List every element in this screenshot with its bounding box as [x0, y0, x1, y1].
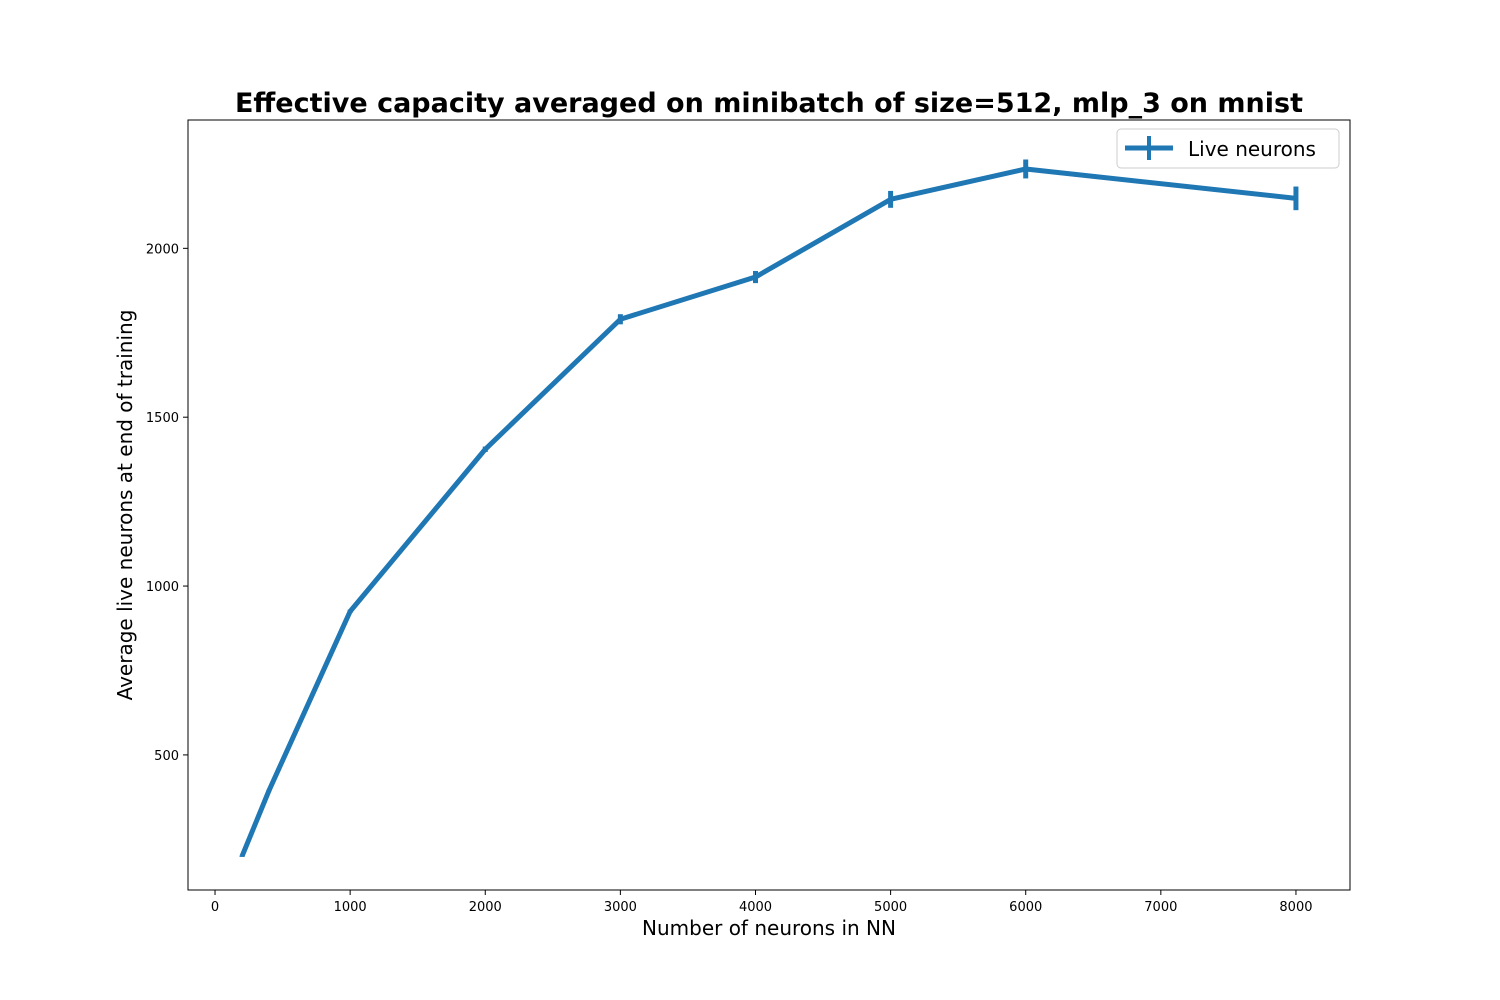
series-line — [239, 166, 1297, 858]
x-tick-label: 6000 — [1009, 900, 1042, 915]
x-tick-label: 5000 — [874, 900, 907, 915]
y-tick-label: 500 — [154, 749, 179, 764]
y-tick-label: 1500 — [146, 411, 179, 426]
y-tick-label: 1000 — [146, 580, 179, 595]
x-tick-label: 1000 — [334, 900, 367, 915]
x-tick-label: 3000 — [604, 900, 637, 915]
x-tick-label: 2000 — [469, 900, 502, 915]
legend: Live neurons — [1116, 128, 1340, 169]
x-axis: 0 1000 2000 3000 4000 5000 6000 7000 8000 — [211, 890, 1313, 915]
x-tick-label: 0 — [211, 900, 219, 915]
plot-area — [239, 159, 1299, 858]
x-tick-label: 7000 — [1144, 900, 1177, 915]
x-tick-label: 4000 — [739, 900, 772, 915]
chart-title: Effective capacity averaged on minibatch… — [235, 88, 1303, 119]
legend-box — [1116, 128, 1340, 169]
y-tick-label: 2000 — [146, 242, 179, 257]
x-axis-label: Number of neurons in NN — [642, 916, 896, 940]
plot-frame — [187, 119, 1351, 891]
legend-label: Live neurons — [1188, 137, 1316, 161]
y-axis: 500 1000 1500 2000 — [146, 242, 188, 764]
x-tick-label: 8000 — [1279, 900, 1312, 915]
y-axis-label: Average live neurons at end of training — [113, 310, 137, 701]
